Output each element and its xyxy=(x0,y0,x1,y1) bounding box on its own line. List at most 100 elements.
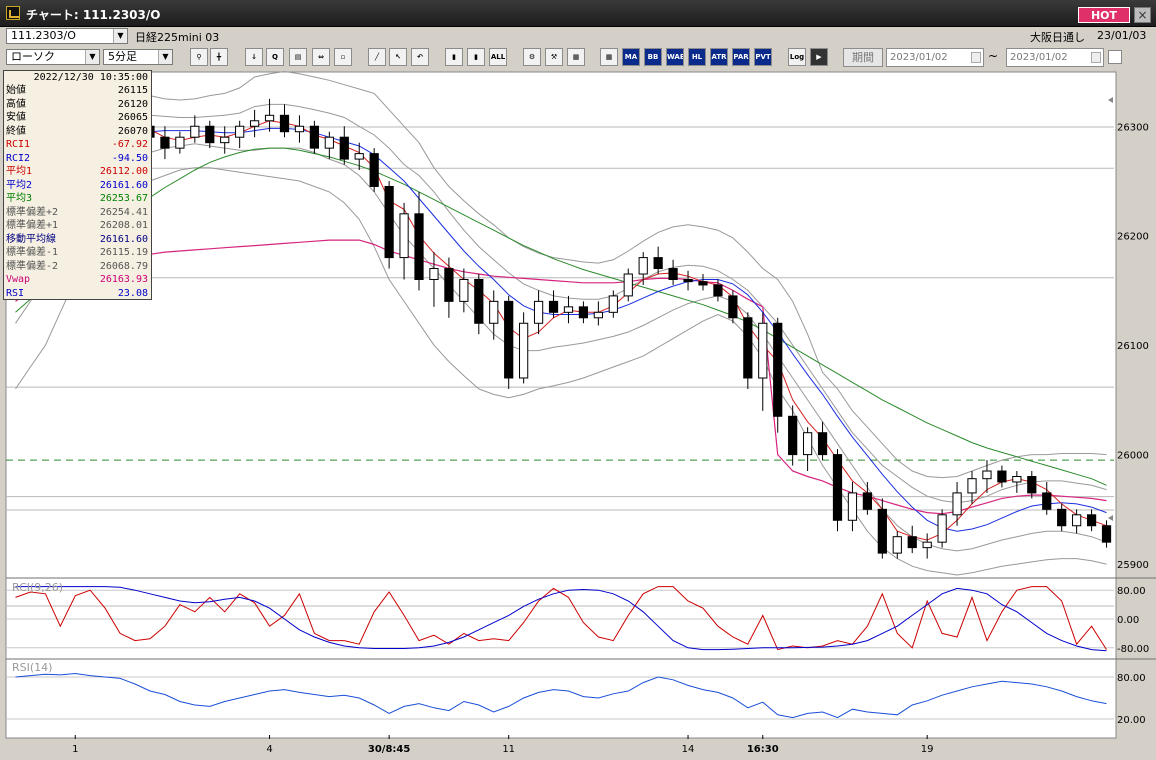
info-row: 標準偏差-2 26068.79 xyxy=(4,260,151,274)
info-timestamp: 2022/12/30 10:35:00 xyxy=(33,72,148,83)
candle-body xyxy=(937,514,947,543)
undo-icon[interactable]: ↶ xyxy=(411,48,429,66)
candle-body xyxy=(474,278,484,324)
export-icon[interactable]: ▶ xyxy=(810,48,828,66)
x-tick-label: 30/8:45 xyxy=(368,744,410,755)
info-value: -94.50 xyxy=(111,152,148,164)
candle-body xyxy=(175,136,185,149)
info-row: Vwap 26163.93 xyxy=(4,273,151,287)
candle-body xyxy=(653,257,663,270)
info-row: RCI2 -94.50 xyxy=(4,152,151,166)
interval-select[interactable]: 5分足 ▼ xyxy=(103,49,173,65)
candle-body xyxy=(728,295,738,319)
candle-body xyxy=(623,273,633,297)
instrument-code: 111.2303/O xyxy=(11,29,76,42)
info-value: 26161.60 xyxy=(99,233,148,245)
info-label: RCI1 xyxy=(6,139,31,150)
candle-body xyxy=(683,278,693,283)
range-checkbox[interactable] xyxy=(1108,50,1122,64)
candle-body xyxy=(922,541,932,549)
bb-upper2-line xyxy=(15,70,1107,479)
candle-body xyxy=(847,492,858,521)
indicator-hl-button[interactable]: HL xyxy=(688,48,706,66)
candle-body xyxy=(504,300,514,379)
date-to-field[interactable]: 2023/01/02 xyxy=(1006,48,1104,67)
indicator-wae-button[interactable]: WAE xyxy=(666,48,684,66)
indicator-bb-button[interactable]: BB xyxy=(644,48,662,66)
x-tick-label: 4 xyxy=(266,744,272,755)
draw-line-icon[interactable]: ╱ xyxy=(368,48,386,66)
bb-upper1-line xyxy=(15,103,1107,504)
indicator-par-button[interactable]: PAR xyxy=(732,48,750,66)
scroll-marker xyxy=(1108,97,1113,103)
candle-body xyxy=(593,311,603,319)
interval-value: 5分足 xyxy=(108,50,137,63)
candle-body xyxy=(160,136,170,149)
chart-toolbar: ローソク ▼ 5分足 ▼ ⚲ ╋ ↓ Q ▤ ⇔ ▫ ╱ ↖ ↶ ▮ ▮ ALL… xyxy=(0,47,1156,69)
candle-body xyxy=(817,432,828,456)
info-label: 平均2 xyxy=(6,179,33,191)
info-value: 26065 xyxy=(117,112,148,123)
y-tick-label: 26000 xyxy=(1117,451,1149,462)
info-value: 26120 xyxy=(117,98,148,110)
info-label: RCI2 xyxy=(6,152,31,164)
show-all-button[interactable]: ALL xyxy=(489,48,507,66)
y-tick-label: 26100 xyxy=(1117,341,1149,352)
window-titlebar: チャート: 111.2303/O HOT × xyxy=(0,0,1156,27)
pointer-icon[interactable]: ↖ xyxy=(389,48,407,66)
info-row: 終値 26070 xyxy=(4,125,151,139)
candle-body xyxy=(788,415,798,456)
rci-series-line xyxy=(15,586,1107,652)
candle-body xyxy=(743,317,753,379)
info-row: 標準偏差+1 26208.01 xyxy=(4,219,151,233)
candle-right-icon[interactable]: ▮ xyxy=(467,48,485,66)
vwap-line xyxy=(15,239,1107,515)
color-palette-icon[interactable]: ▦ xyxy=(567,48,585,66)
calendar-icon[interactable] xyxy=(971,52,981,63)
instrument-code-select[interactable]: 111.2303/O ▼ xyxy=(6,28,128,44)
hot-button[interactable]: HOT xyxy=(1078,7,1130,23)
indicator-atr-button[interactable]: ATR xyxy=(710,48,728,66)
chart-type-select[interactable]: ローソク ▼ xyxy=(6,49,100,65)
candle-body xyxy=(533,300,544,324)
rci-series-line xyxy=(15,586,1107,651)
calendar-icon[interactable] xyxy=(1091,52,1101,63)
instrument-name: 日経225mini 03 xyxy=(135,31,220,44)
date-from-field[interactable]: 2023/01/02 xyxy=(886,48,984,67)
settings-icon[interactable]: ⚙ xyxy=(523,48,541,66)
period-button[interactable]: 期間 xyxy=(843,48,883,67)
indicator-pvt-button[interactable]: PVT xyxy=(754,48,772,66)
candle-body xyxy=(862,492,873,510)
info-label: 終値 xyxy=(6,125,26,137)
download-icon[interactable]: ↓ xyxy=(245,48,263,66)
candle-body xyxy=(608,295,618,313)
info-label: 高値 xyxy=(6,98,26,110)
info-row: 標準偏差+2 26254.41 xyxy=(4,206,151,220)
ma3-line xyxy=(15,147,1107,486)
info-row: 始値 26115 xyxy=(4,84,151,98)
grid-icon[interactable]: ▦ xyxy=(600,48,618,66)
close-button[interactable]: × xyxy=(1134,7,1151,23)
search-icon[interactable]: Q xyxy=(266,48,284,66)
wrench-icon[interactable]: ⚒ xyxy=(545,48,563,66)
log-scale-button[interactable]: Log xyxy=(788,48,806,66)
candle-left-icon[interactable]: ▮ xyxy=(445,48,463,66)
info-label: 標準偏差+2 xyxy=(6,206,59,218)
rci-tick-label: -80.00 xyxy=(1117,644,1149,655)
zoom-icon[interactable]: ⚲ xyxy=(190,48,208,66)
date-range-separator: ~ xyxy=(988,49,999,63)
info-label: Vwap xyxy=(6,274,31,285)
candle-body xyxy=(399,213,409,259)
crosshair-icon[interactable]: ╋ xyxy=(210,48,228,66)
x-tick-label: 1 xyxy=(72,744,78,755)
info-value: 26068.79 xyxy=(99,260,148,272)
candle-body xyxy=(414,213,424,280)
price-chart[interactable]: RCI(9,26) RSI(14) 26300 26200 26100 26000 259… xyxy=(0,69,1156,760)
split-icon[interactable]: ⇔ xyxy=(312,48,330,66)
candle-body xyxy=(519,322,529,379)
indicator-ma-button[interactable]: MA xyxy=(622,48,640,66)
bar-chart-icon[interactable]: ▤ xyxy=(289,48,307,66)
candle-body xyxy=(1012,475,1022,483)
x-tick-label: 19 xyxy=(921,744,934,755)
candle-body xyxy=(758,322,768,379)
